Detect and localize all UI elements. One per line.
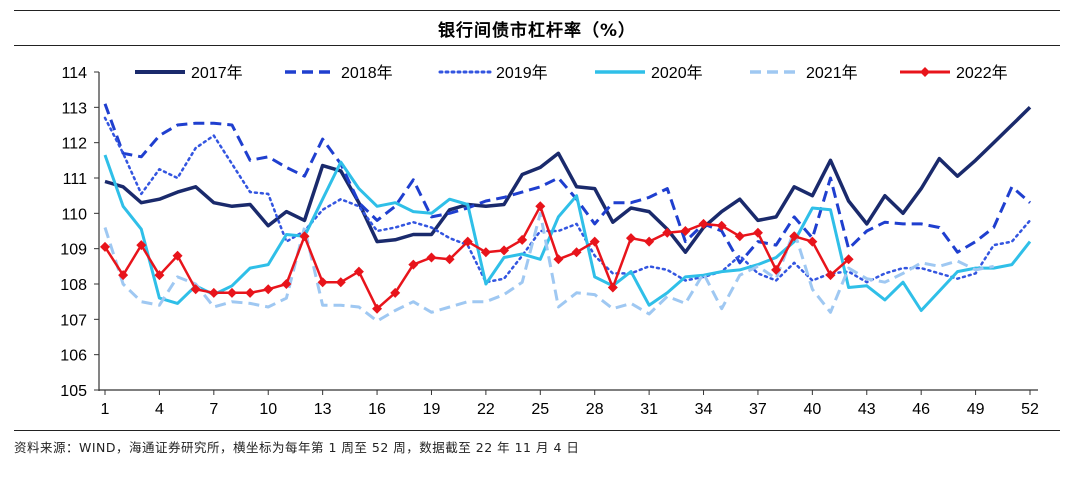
x-tick-label: 34 — [695, 401, 713, 418]
chart-title-text: 银行间债市杠杆率（%） — [437, 20, 637, 41]
series-point-2022年 — [172, 250, 183, 261]
series-point-2022年 — [462, 236, 473, 247]
series-point-2022年 — [263, 284, 274, 295]
series-point-2022年 — [843, 254, 854, 265]
series-point-2022年 — [825, 270, 836, 281]
series-point-2022年 — [208, 287, 219, 298]
series-point-2022年 — [245, 287, 256, 298]
x-tick-label: 13 — [314, 401, 332, 418]
series-point-2022年 — [716, 220, 727, 231]
x-tick-label: 37 — [749, 401, 767, 418]
y-tick-label: 109 — [60, 242, 87, 259]
legend-label: 2019年 — [496, 64, 548, 82]
series-line-2020年 — [103, 154, 1032, 312]
x-tick-label: 16 — [368, 401, 386, 418]
y-tick-label: 110 — [61, 206, 87, 223]
x-tick-label: 40 — [803, 401, 821, 418]
x-tick-label: 22 — [477, 401, 495, 418]
series-point-2022年 — [154, 270, 165, 281]
y-tick-label: 113 — [61, 100, 87, 117]
series-point-2022年 — [281, 279, 292, 289]
series-point-2022年 — [752, 227, 763, 238]
series-line-2021年 — [103, 211, 994, 323]
chart-area: 105 106 107 108 109 110 111 112 113 114 1 4 7 10 13 16 1… — [0, 50, 1080, 428]
x-tick-label: 1 — [101, 401, 110, 418]
series-point-2022年 — [480, 247, 491, 258]
series-point-2022年 — [807, 236, 818, 247]
series-point-2022年 — [226, 287, 237, 298]
series-point-2022年 — [771, 264, 782, 275]
legend-marker-2022年 — [920, 67, 930, 77]
series-point-2022年 — [335, 277, 346, 288]
x-tick-label: 28 — [586, 401, 604, 418]
y-tick-label: 106 — [60, 348, 87, 365]
legend-label: 2020年 — [651, 64, 703, 82]
source-note: 资料来源：WIND，海通证券研究所，横坐标为每年第 1 周至 52 周，数据截至… — [14, 430, 1060, 456]
line-chart: 105 106 107 108 109 110 111 112 113 114 1 4 7 10 13 16 1… — [60, 64, 1039, 418]
series-point-2022年 — [517, 234, 528, 245]
y-tick-label: 114 — [61, 65, 87, 82]
y-tick-label: 107 — [60, 312, 87, 329]
series-point-2022年 — [698, 218, 709, 229]
series-point-2022年 — [426, 252, 437, 263]
series-point-2022年 — [535, 201, 546, 212]
series-point-2022年 — [571, 247, 582, 258]
series-point-2022年 — [408, 259, 419, 270]
x-tick-label: 49 — [967, 401, 985, 418]
y-tick-label: 108 — [60, 277, 87, 294]
series-point-2022年 — [644, 236, 655, 247]
series-point-2022年 — [118, 270, 129, 281]
series-line-2018年 — [103, 103, 1031, 265]
chart-title: 银行间债市杠杆率（%） — [14, 10, 1060, 46]
x-tick-label: 10 — [259, 401, 277, 418]
x-tick-label: 25 — [531, 401, 549, 418]
x-tick-label: 52 — [1021, 401, 1039, 418]
series-point-2022年 — [607, 282, 618, 293]
series-point-2022年 — [100, 241, 110, 252]
x-tick-label: 7 — [209, 401, 218, 418]
legend-label: 2017年 — [191, 64, 243, 82]
y-tick-label: 112 — [61, 136, 87, 153]
series-point-2022年 — [372, 303, 383, 314]
series-point-2022年 — [789, 231, 800, 242]
series-point-2022年 — [390, 287, 401, 298]
series-line-2017年 — [104, 106, 1032, 254]
legend-label: 2022年 — [956, 64, 1008, 82]
legend-label: 2018年 — [341, 64, 393, 82]
series-point-2022年 — [625, 233, 636, 244]
series-point-2022年 — [136, 240, 147, 251]
series-point-2022年 — [317, 277, 328, 288]
x-tick-label: 19 — [423, 401, 441, 418]
y-tick-label: 105 — [60, 383, 87, 400]
source-text: 资料来源：WIND，海通证券研究所，横坐标为每年第 1 周至 52 周，数据截至… — [14, 440, 580, 455]
series-point-2022年 — [299, 231, 310, 242]
x-tick-label: 46 — [912, 401, 930, 418]
x-tick-label: 43 — [858, 401, 876, 418]
x-tick-label: 31 — [640, 401, 658, 418]
series-line-2019年 — [103, 116, 1032, 284]
series-point-2022年 — [734, 231, 745, 242]
x-tick-label: 4 — [155, 401, 164, 418]
y-tick-label: 111 — [63, 171, 87, 188]
series-point-2022年 — [662, 227, 673, 238]
series-point-2022年 — [353, 266, 364, 277]
series-point-2022年 — [680, 226, 691, 236]
series-point-2022年 — [444, 254, 455, 265]
series-point-2022年 — [553, 254, 564, 265]
series-point-2022年 — [589, 236, 600, 247]
series-point-2022年 — [499, 245, 510, 256]
legend-label: 2021年 — [806, 64, 858, 82]
series-point-2022年 — [190, 284, 201, 295]
